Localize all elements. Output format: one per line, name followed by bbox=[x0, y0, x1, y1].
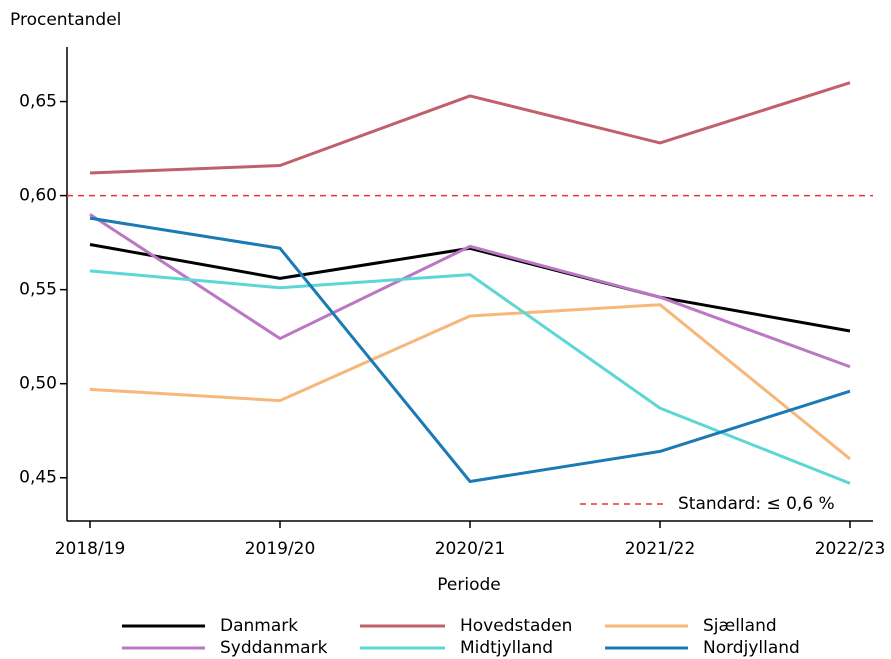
series-line bbox=[89, 213, 851, 369]
y-axis-label: Procentandel bbox=[10, 10, 121, 30]
legend-label: Sjælland bbox=[703, 616, 777, 636]
y-tick-label: 0,55 bbox=[19, 280, 57, 300]
x-axis-label: Periode bbox=[437, 575, 500, 595]
series-line bbox=[89, 81, 851, 175]
y-tick-label: 0,60 bbox=[19, 186, 57, 206]
x-tick-label: 2018/19 bbox=[55, 539, 126, 559]
series-line bbox=[89, 269, 851, 485]
y-tick-label: 0,65 bbox=[19, 92, 57, 112]
series-line bbox=[89, 243, 851, 333]
reference-label: Standard: ≤ 0,6 % bbox=[678, 494, 835, 514]
x-tick-label: 2019/20 bbox=[245, 539, 316, 559]
y-tick-label: 0,45 bbox=[19, 468, 57, 488]
legend-label: Syddanmark bbox=[220, 638, 328, 658]
x-tick-label: 2022/23 bbox=[815, 539, 886, 559]
x-tick-label: 2020/21 bbox=[435, 539, 506, 559]
y-tick-label: 0,50 bbox=[19, 374, 57, 394]
series-line bbox=[89, 303, 851, 461]
x-tick-label: 2021/22 bbox=[625, 539, 696, 559]
series-line bbox=[89, 216, 851, 483]
legend-label: Nordjylland bbox=[703, 638, 800, 658]
legend-label: Hovedstaden bbox=[460, 616, 572, 636]
legend-label: Midtjylland bbox=[460, 638, 553, 658]
legend-label: Danmark bbox=[220, 616, 298, 636]
